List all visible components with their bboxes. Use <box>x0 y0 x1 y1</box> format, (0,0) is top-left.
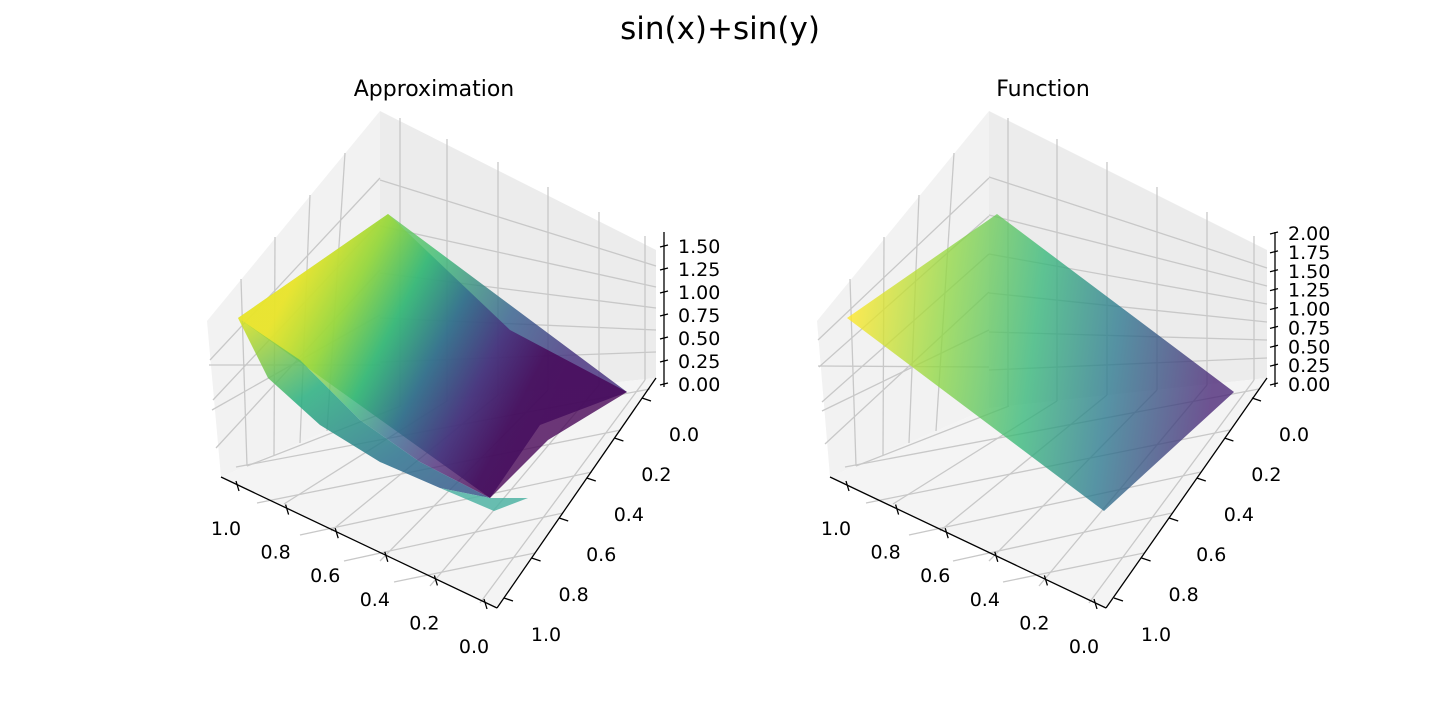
approximation-y-tick-mark <box>503 597 514 602</box>
approximation-y-tick-label: 0.6 <box>586 544 616 566</box>
approximation-y-tick-mark <box>614 437 624 442</box>
approximation-x-tick-label: 0.6 <box>310 565 340 587</box>
function-z-tick-mark <box>1269 287 1279 292</box>
approximation-x-tick-label: 0.4 <box>360 589 390 611</box>
function-y-tick-mark <box>1113 597 1124 602</box>
approximation-z-tick-label: 0.50 <box>678 328 720 350</box>
function-x-tick-label: 1.0 <box>821 518 851 540</box>
approximation-x-tick-mark <box>433 575 439 586</box>
function-x-tick-mark <box>845 480 850 492</box>
approximation-surface-fold <box>238 318 490 498</box>
approximation-y-tick-mark <box>586 477 597 482</box>
function-x-tick-mark <box>1043 575 1049 586</box>
approximation-x-tick-mark <box>284 504 290 515</box>
function-x-tick-label: 0.4 <box>970 589 1000 611</box>
approximation-z-tick-label: 1.25 <box>678 259 720 281</box>
approximation-z-tick-mark <box>659 359 669 363</box>
approximation-surface-bowl <box>238 214 627 498</box>
function-z-tick-label: 0.75 <box>1288 317 1330 339</box>
function-y-tick-mark <box>1141 557 1151 562</box>
figure-title: sin(x)+sin(y) <box>620 11 820 47</box>
function-x-tick-label: 0.0 <box>1069 636 1099 658</box>
function-x-tick-label: 0.8 <box>870 542 900 564</box>
approximation-x-axis-line <box>220 476 498 609</box>
function-z-tick-label: 1.00 <box>1288 299 1330 321</box>
function-z-tick-mark <box>1269 231 1279 235</box>
approximation-y-tick-mark <box>641 397 652 402</box>
function-x-tick-mark <box>994 551 999 562</box>
function-y-tick-mark <box>1251 397 1262 402</box>
function-x-tick-label: 0.2 <box>1019 612 1049 634</box>
approximation-y-tick-label: 1.0 <box>531 624 561 646</box>
approximation-y-tick-label: 0.8 <box>558 584 588 606</box>
approximation-z-tick-label: 0.75 <box>678 305 720 327</box>
approximation-z-tick-mark <box>659 313 669 317</box>
function-z-tick-label: 1.25 <box>1288 280 1330 302</box>
function-z-tick-label: 1.75 <box>1288 242 1330 264</box>
function-z-tick-label: 0.50 <box>1288 336 1330 358</box>
approximation-x-tick-mark <box>334 528 339 539</box>
function-surface-plane <box>847 214 1234 511</box>
approximation-x-tick-label: 0.2 <box>409 612 439 634</box>
approximation-y-axis-line <box>496 377 657 609</box>
function-z-tick-label: 2.00 <box>1288 223 1330 245</box>
function-x-tick-label: 0.6 <box>920 565 950 587</box>
approximation-x-tick-mark <box>384 551 389 562</box>
function-ticks: 0.0 0.2 0.4 0.6 0.8 1.0 0.0 0.2 0.4 0.6 0.8 1.0 0.00… <box>821 223 1330 658</box>
approximation-ticks: 0.0 0.2 0.4 0.6 0.8 1.0 0.0 0.2 0.4 0.6 0.8 1.0 0.00… <box>211 236 720 658</box>
approximation-z-tick-label: 1.00 <box>678 282 720 304</box>
function-x-axis-line <box>829 476 1107 609</box>
approximation-z-tick-label: 1.50 <box>678 236 720 258</box>
approximation-x-tick-label: 1.0 <box>211 518 241 540</box>
function-y-tick-mark <box>1224 437 1234 442</box>
function-y-tick-label: 0.2 <box>1251 464 1281 486</box>
approximation-y-tick-label: 0.2 <box>641 464 671 486</box>
approximation-z-tick-label: 0.25 <box>678 351 720 373</box>
approximation-y-tick-label: 0.4 <box>614 504 644 526</box>
function-z-tick-mark <box>1269 344 1279 348</box>
function-y-tick-label: 1.0 <box>1141 624 1171 646</box>
function-z-tick-mark <box>1269 269 1279 273</box>
approximation-y-tick-label: 0.0 <box>669 424 699 446</box>
function-z-tick-mark <box>1269 363 1279 367</box>
function-z-tick-mark <box>1269 382 1279 386</box>
approximation-title: Approximation <box>354 77 515 102</box>
function-y-tick-mark <box>1168 517 1179 522</box>
function-y-axis-line <box>1105 377 1268 609</box>
approximation-z-tick-mark <box>659 244 669 248</box>
approximation-x-tick-mark <box>235 480 240 492</box>
approximation-surface <box>238 214 627 511</box>
function-x-tick-mark <box>894 504 900 515</box>
function-z-tick-mark <box>1269 325 1279 330</box>
function-subplot: Function <box>817 77 1330 658</box>
approximation-z-tick-mark <box>659 382 669 386</box>
function-z-tick-label: 0.25 <box>1288 355 1330 377</box>
function-axes <box>829 232 1276 609</box>
approximation-surface-edge <box>440 488 528 511</box>
function-z-tick-label: 1.50 <box>1288 261 1330 283</box>
function-z-tick-mark <box>1269 306 1279 311</box>
function-x-tick-mark <box>1093 598 1098 610</box>
approximation-z-tick-mark <box>659 290 669 294</box>
function-y-tick-mark <box>1196 477 1207 482</box>
function-y-tick-label: 0.4 <box>1224 504 1254 526</box>
function-surface <box>847 214 1234 511</box>
approximation-y-tick-mark <box>558 517 569 522</box>
approximation-y-tick-mark <box>531 557 541 562</box>
approximation-subplot: Approximation <box>207 77 720 658</box>
function-x-tick-mark <box>944 528 949 539</box>
approximation-z-tick-mark <box>659 336 669 340</box>
function-y-tick-label: 0.0 <box>1279 424 1309 446</box>
function-y-tick-label: 0.8 <box>1168 584 1198 606</box>
function-z-tick-mark <box>1269 250 1279 254</box>
approximation-x-tick-mark <box>483 598 488 610</box>
approximation-x-tick-label: 0.8 <box>260 542 290 564</box>
approximation-z-tick-mark <box>659 267 669 271</box>
function-title: Function <box>996 77 1090 102</box>
function-z-tick-label: 0.00 <box>1288 374 1330 396</box>
approximation-x-tick-label: 0.0 <box>459 636 489 658</box>
function-y-tick-label: 0.6 <box>1196 544 1226 566</box>
approximation-z-tick-label: 0.00 <box>678 374 720 396</box>
